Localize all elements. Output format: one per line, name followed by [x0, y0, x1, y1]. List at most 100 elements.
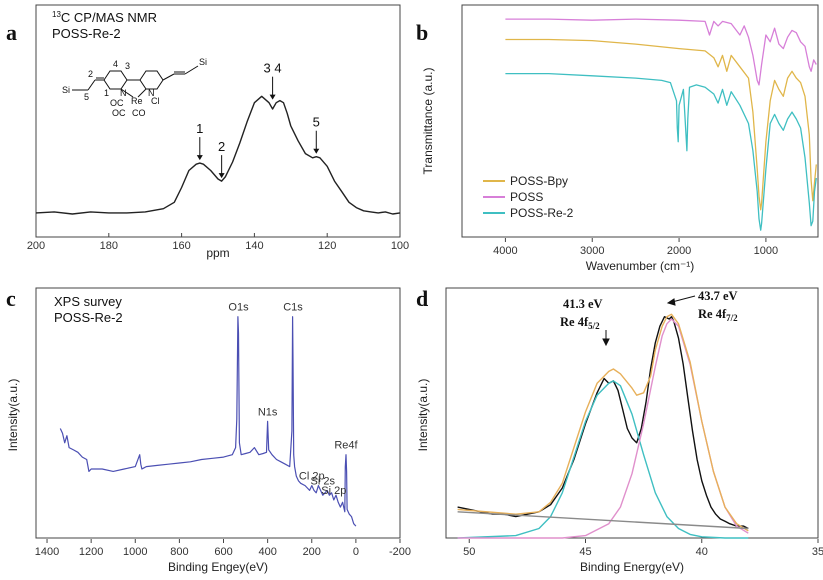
struct-label: OC: [112, 108, 126, 118]
panel-a-peak-label: 3 4: [264, 61, 282, 76]
panel-c-frame: [35, 287, 401, 539]
struct-label: Cl: [151, 96, 160, 106]
panel-a-xtick-label: 120: [318, 240, 336, 252]
panel-a-title-sup: 13: [52, 10, 61, 19]
panel-d-xtick-label: 50: [463, 546, 475, 558]
panel-d-xtick-label: 40: [696, 546, 708, 558]
struct-label: 3: [125, 61, 130, 71]
panel-d-xtick-label: 35: [812, 546, 823, 558]
panel-a-peak-arrowhead: [313, 148, 320, 154]
panel-b-series-poss-re-2: [505, 72, 817, 231]
panel-a-peak-arrowhead: [196, 155, 203, 161]
panel-d-xlabel: Binding Energy(eV): [580, 560, 684, 574]
panel-c-series-xps: [59, 316, 357, 527]
panel-c-peak-label: Re4f: [334, 440, 358, 452]
panel-a-peak-label: 1: [196, 121, 203, 136]
panel-a-peak-label: 2: [218, 139, 225, 154]
panel-c-peak-label: Si 2p: [321, 485, 346, 497]
struct-label: Si: [199, 57, 207, 67]
panel-d-plot: 50 45 40 35: [457, 313, 823, 558]
panel-a-title-rest: C CP/MAS NMR: [61, 10, 157, 25]
panel-b-letter: b: [416, 20, 428, 45]
panel-d-frame: [445, 287, 819, 539]
panel-d-series-raw: [457, 316, 749, 530]
struct-label: 1: [104, 88, 109, 98]
panel-c-peak-label: O1s: [228, 302, 249, 314]
panel-a-xtick-label: 200: [27, 240, 45, 252]
panel-a-series-nmr: [35, 95, 401, 215]
struct-label: Si: [62, 85, 70, 95]
panel-c-xtick-label: 600: [214, 546, 232, 558]
panel-a-frame: [35, 4, 401, 238]
panel-c-peak-label: Cl 2p: [299, 471, 325, 483]
struct-label: CO: [132, 108, 146, 118]
panel-c-xtick-label: 1400: [35, 546, 59, 558]
struct-label: 5: [84, 92, 89, 102]
panel-c-ylabel: Intensity(a.u.): [6, 379, 20, 452]
panel-a-peak-label: 5: [313, 115, 320, 130]
panel-a-xtick-label: 180: [100, 240, 118, 252]
panel-c-xtick-label: 0: [353, 546, 359, 558]
annot-re4f72: Re 4f7/2: [698, 307, 738, 323]
panel-b-xtick-label: 4000: [493, 245, 517, 257]
panel-a-xtick-label: 140: [245, 240, 263, 252]
panel-a: a 13C CP/MAS NMR POSS-Re-2 Si 2 5 4: [6, 4, 409, 260]
panel-a-title: 13C CP/MAS NMR: [52, 10, 157, 25]
panel-c-xtick-label: 1000: [123, 546, 147, 558]
panel-c-xtick-label: 200: [303, 546, 321, 558]
panel-c-xtick-label: -200: [389, 546, 411, 558]
annot-re4f52-sub: 5/2: [588, 321, 600, 331]
panel-d-series-fit-4f7-2: [457, 318, 749, 539]
panel-c-peak-label: Si 2s: [311, 475, 336, 487]
panel-c-xlabel: Binding Engey(eV): [168, 560, 268, 574]
struct-label: N: [120, 88, 127, 98]
panel-d-letter: d: [416, 286, 428, 311]
annot-re4f52: Re 4f5/2: [560, 315, 600, 331]
panel-b-legend: POSS-Bpy POSS POSS-Re-2: [483, 174, 574, 220]
struct-label: 4: [113, 59, 118, 69]
panel-c-title: XPS survey: [54, 294, 122, 309]
panel-b-xlabel: Wavenumber (cm⁻¹): [586, 259, 695, 273]
annot-arrows: [602, 295, 696, 347]
panel-c-plot: 1400 1200 1000 800 600 400 200 0 -200 O1s C1s N1s Cl…: [35, 302, 411, 558]
panel-a-peak-arrowhead: [218, 173, 225, 179]
panel-b-xtick-label: 2000: [667, 245, 691, 257]
panel-c-subtitle: POSS-Re-2: [54, 310, 123, 325]
struct-label: 2: [88, 69, 93, 79]
panel-c-peak-label: C1s: [283, 302, 303, 314]
legend-label: POSS-Re-2: [510, 206, 574, 220]
panel-d-series-background: [457, 511, 749, 530]
panel-d-series-envelope: [457, 313, 749, 532]
panel-c: c XPS survey POSS-Re-2 1400 1200 1000 800 60…: [6, 286, 411, 574]
panel-b-xtick-label: 3000: [580, 245, 604, 257]
struct-label: Re: [131, 96, 143, 106]
panel-b-xtick-label: 1000: [754, 245, 778, 257]
panel-b-series-poss: [505, 18, 817, 86]
bpy-structure: [72, 65, 199, 98]
panel-c-xtick-label: 1200: [79, 546, 103, 558]
panel-b-frame: [461, 4, 819, 238]
panel-a-peak-arrowhead: [269, 94, 276, 100]
legend-label: POSS-Bpy: [510, 174, 568, 188]
panel-d-series-fit-4f5-2: [457, 380, 749, 539]
panel-a-letter: a: [6, 20, 17, 45]
legend-label: POSS: [510, 190, 543, 204]
annot-re4f72-sub: 7/2: [726, 313, 738, 323]
panel-d-ylabel: Intensity(a.u.): [416, 379, 430, 452]
annot-41-3: 41.3 eV: [563, 297, 603, 311]
bpy-structure-labels: Si 2 5 4 3 1 N OC OC Re CO Cl N Si: [62, 57, 207, 118]
panel-b: b 4000 3000 2000 1000 Wavenumber (cm⁻¹) Tra…: [416, 4, 819, 273]
panel-c-xtick-label: 800: [170, 546, 188, 558]
panel-a-xtick-label: 160: [172, 240, 190, 252]
panel-b-ylabel: Transmittance (a.u.): [421, 68, 435, 175]
annot-re4f72-main: Re 4f: [698, 307, 727, 321]
panel-a-subtitle: POSS-Re-2: [52, 26, 121, 41]
panel-c-xtick-label: 400: [258, 546, 276, 558]
panel-d: d 50 45 40 35 Binding Energy(eV) Intensity(…: [416, 286, 823, 574]
annot-re4f52-main: Re 4f: [560, 315, 589, 329]
annot-43-7: 43.7 eV: [698, 289, 738, 303]
panel-a-xlabel: ppm: [206, 246, 229, 260]
panel-c-letter: c: [6, 286, 16, 311]
panel-d-xtick-label: 45: [579, 546, 591, 558]
